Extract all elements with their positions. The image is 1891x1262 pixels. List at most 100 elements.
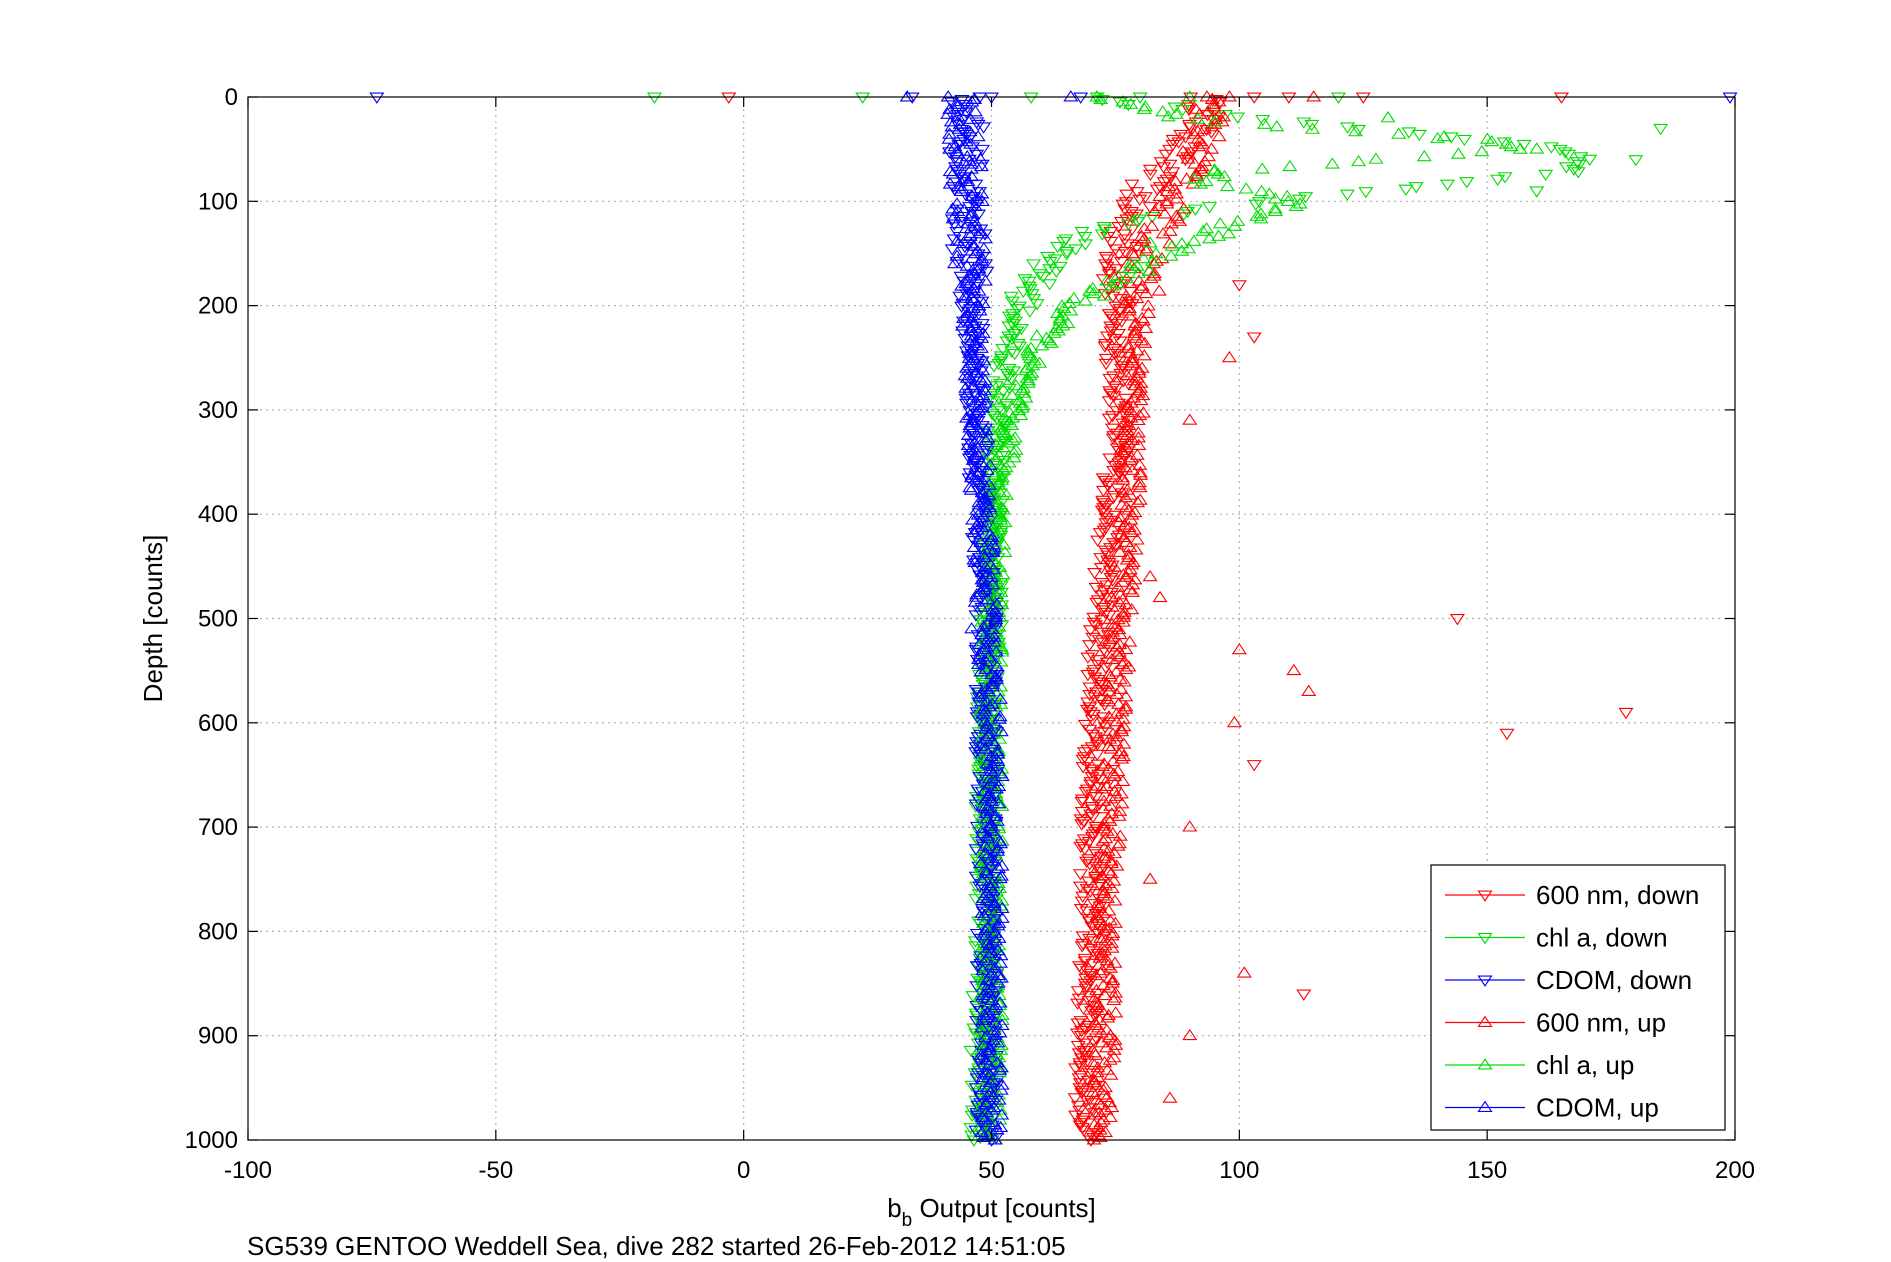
data-point (958, 276, 974, 289)
data-point (976, 642, 992, 655)
data-point (988, 625, 1004, 637)
data-point (1119, 189, 1135, 201)
data-point (975, 1070, 991, 1083)
data-point (1129, 533, 1145, 545)
data-point (1196, 122, 1212, 134)
data-point (1538, 169, 1554, 182)
data-point (1101, 904, 1117, 916)
data-point (1192, 134, 1208, 147)
data-point (963, 157, 979, 169)
data-point (1497, 172, 1513, 184)
data-point (1195, 224, 1211, 236)
data-point (983, 966, 999, 978)
data-point (974, 485, 990, 498)
data-point (942, 102, 958, 114)
data-point (1115, 712, 1131, 724)
data-point (1107, 894, 1123, 906)
data-point (978, 953, 994, 966)
data-point (994, 799, 1010, 811)
data-point (983, 946, 999, 958)
data-point (1103, 866, 1119, 879)
data-point (1096, 924, 1112, 936)
data-point (1100, 864, 1117, 876)
data-point (1195, 137, 1211, 149)
data-point (1099, 953, 1115, 966)
data-point (1102, 981, 1118, 993)
data-point (1212, 217, 1228, 229)
x-tick-label: 100 (1219, 1157, 1259, 1184)
data-point (976, 1008, 992, 1020)
data-point (1109, 714, 1125, 727)
data-point (962, 125, 978, 137)
data-point (969, 1073, 985, 1085)
data-point (982, 700, 998, 712)
data-point (975, 1013, 991, 1025)
data-point (944, 97, 960, 109)
data-point (1221, 227, 1237, 239)
data-point (1115, 615, 1131, 627)
data-point-outlier (1142, 569, 1158, 582)
data-point (1003, 373, 1019, 386)
data-point (978, 1098, 994, 1110)
grid-layer (248, 97, 1735, 1140)
figure-caption: SG539 GENTOO Weddell Sea, dive 282 start… (247, 1231, 1066, 1261)
data-point (967, 199, 983, 211)
data-point (1186, 127, 1202, 139)
data-point (1109, 729, 1125, 742)
data-point (973, 1048, 989, 1060)
data-point (1101, 709, 1117, 722)
data-point-outlier (1221, 350, 1237, 363)
data-point-outlier (1499, 728, 1515, 741)
data-point (964, 416, 980, 428)
data-point (1211, 229, 1227, 241)
data-point (976, 354, 992, 366)
data-point (1132, 408, 1148, 421)
data-point (1159, 194, 1175, 206)
data-point (979, 717, 995, 729)
data-point (1107, 1033, 1123, 1045)
data-point (1157, 207, 1173, 219)
data-point (1095, 802, 1111, 814)
data-point (1085, 729, 1101, 742)
x-tick-label: 150 (1467, 1157, 1507, 1184)
data-point (1108, 734, 1124, 747)
data-point (972, 881, 988, 893)
legend-item: CDOM, down (1445, 965, 1692, 995)
data-point (985, 563, 1002, 575)
data-point (975, 475, 991, 488)
data-point (955, 319, 971, 331)
data-point (971, 637, 987, 650)
data-point (986, 737, 1003, 749)
data-point (1210, 167, 1226, 179)
data-point (1098, 1103, 1114, 1115)
data-point (990, 1036, 1006, 1048)
data-point (985, 1073, 1001, 1085)
data-point (981, 1058, 997, 1070)
y-axis-label: Depth [counts] (138, 535, 168, 703)
data-point-outlier (983, 92, 1000, 104)
data-point (1091, 871, 1107, 884)
data-point (986, 1100, 1002, 1113)
data-point (993, 585, 1009, 597)
data-point (954, 279, 970, 291)
legend-box (1430, 864, 1726, 1131)
data-point (1132, 458, 1148, 470)
data-point (981, 772, 997, 784)
data-point (1216, 169, 1232, 182)
data-point (1103, 388, 1119, 401)
data-point (1106, 1051, 1122, 1063)
data-point (946, 234, 962, 246)
data-point (1131, 438, 1147, 450)
data-point (1109, 687, 1125, 699)
x-tick-label: 200 (1715, 1157, 1755, 1184)
data-point (974, 627, 990, 640)
data-point (1474, 144, 1490, 157)
data-point (1104, 1100, 1120, 1113)
data-point (1114, 724, 1130, 737)
data-point (992, 692, 1008, 704)
data-point (992, 510, 1008, 523)
data-point (1074, 794, 1091, 806)
data-point (1134, 279, 1150, 291)
data-point (987, 1118, 1003, 1130)
data-point (1106, 1043, 1122, 1055)
